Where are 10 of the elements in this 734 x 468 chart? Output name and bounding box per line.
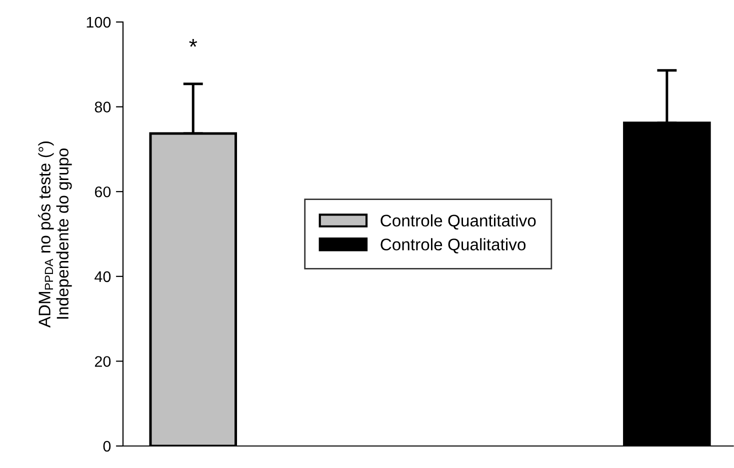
legend-label: Controle Qualitativo (380, 238, 526, 254)
y-tick-label: 80 (94, 102, 111, 112)
annotation: * (189, 39, 198, 47)
y-axis-title: ADM$_{PPDA}$ no pós teste (°) Independente do grupo (38, 141, 72, 328)
y-tick-label: 0 (103, 440, 111, 452)
legend-label: Controle Quantitativo (380, 214, 536, 230)
y-tick-label: 40 (94, 271, 111, 282)
y-tick-label: 60 (94, 186, 111, 198)
y-tick-label: 100 (86, 16, 111, 28)
y-tick-label: 20 (94, 356, 111, 367)
